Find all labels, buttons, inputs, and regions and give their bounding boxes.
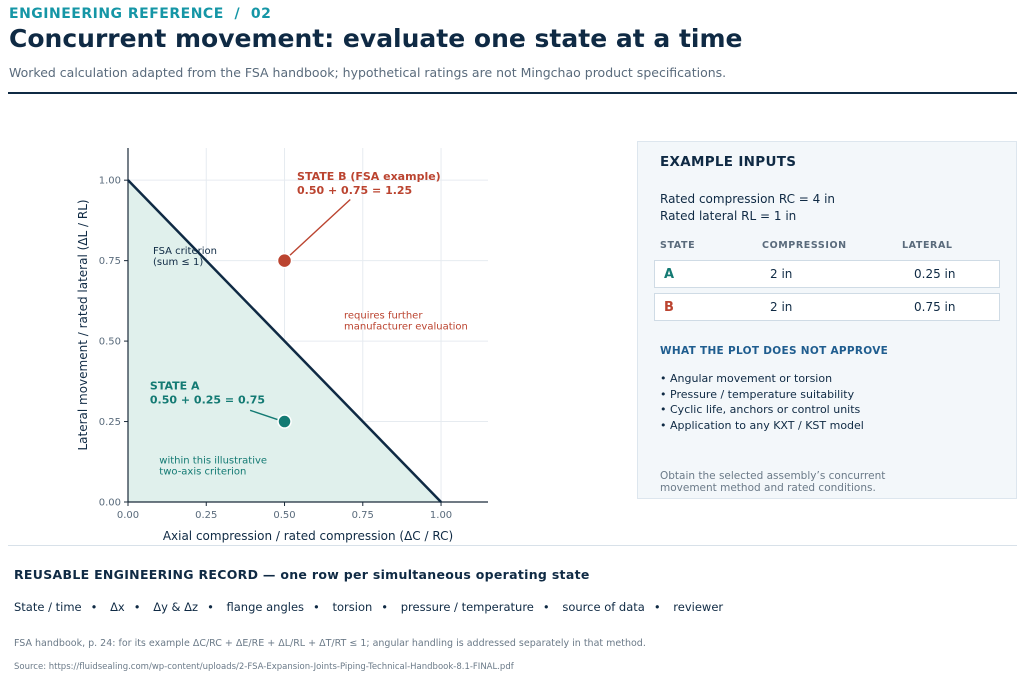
x-tick-label: 0.25 — [195, 510, 217, 521]
section-eyebrow: ENGINEERING REFERENCE / 02 — [9, 6, 272, 22]
header-divider — [8, 92, 1017, 94]
record-heading: REUSABLE ENGINEERING RECORD — one row pe… — [14, 567, 590, 582]
page-title: Concurrent movement: evaluate one state … — [9, 24, 743, 53]
compression-value: 2 in — [770, 267, 793, 281]
x-tick-label: 1.00 — [430, 510, 452, 521]
compression-value: 2 in — [770, 300, 793, 314]
record-field: torsion — [332, 600, 373, 614]
y-tick-label: 0.75 — [99, 256, 121, 267]
criterion-label: FSA criterion (sum ≤ 1) — [153, 246, 217, 268]
state-a-leader — [249, 409, 278, 421]
list-item: Application to any KXT / KST model — [660, 419, 864, 435]
state-b-calc: 0.50 + 0.75 = 1.25 — [297, 184, 412, 197]
state-b-point — [276, 252, 293, 269]
example-inputs-panel: EXAMPLE INPUTS Rated compression RC = 4 … — [637, 141, 1017, 499]
record-field: Δy & Δz — [153, 600, 199, 614]
list-item: Angular movement or torsion — [660, 372, 864, 388]
x-axis-label: Axial compression / rated compression (Δ… — [163, 529, 453, 543]
y-axis-label: Lateral movement / rated lateral (ΔL / R… — [76, 199, 90, 450]
x-tick-label: 0.50 — [273, 510, 295, 521]
within-criterion-label: within this illustrative two-axis criteri… — [159, 455, 267, 477]
panel-title: EXAMPLE INPUTS — [660, 154, 797, 170]
record-field: pressure / temperature — [400, 600, 534, 614]
method-footnote: FSA handbook, p. 24: for its example ΔC/… — [14, 638, 646, 649]
criterion-line — [127, 179, 442, 503]
state-label: A — [664, 267, 675, 282]
list-item: Pressure / temperature suitability — [660, 388, 864, 404]
lateral-value: 0.75 in — [914, 300, 956, 314]
table-header-compression: COMPRESSION — [762, 240, 847, 251]
bullet-separator: • — [381, 600, 389, 614]
table-row-state-a: A 2 in 0.25 in — [654, 260, 1000, 288]
bullet-separator: • — [313, 600, 320, 614]
y-tick-label: 1.00 — [99, 176, 121, 187]
x-tick-label: 0.00 — [117, 510, 139, 521]
bullet-separator: • — [90, 600, 98, 614]
state-b-leader — [289, 198, 351, 257]
lateral-value: 0.25 in — [914, 267, 956, 281]
requires-evaluation-label: requires further manufacturer evaluation — [344, 311, 468, 333]
record-field: reviewer — [673, 600, 724, 614]
table-header-state: STATE — [660, 240, 696, 251]
state-a-point — [277, 414, 292, 429]
table-row-state-b: B 2 in 0.75 in — [654, 293, 1000, 321]
state-b-label: STATE B (FSA example) — [297, 170, 441, 183]
rated-compression: Rated compression RC = 4 in — [660, 192, 836, 206]
page-subtitle: Worked calculation adapted from the FSA … — [9, 65, 727, 80]
bullet-separator: • — [653, 600, 661, 614]
record-field: State / time — [14, 600, 82, 614]
record-divider — [8, 545, 1017, 546]
record-fields: State / time • Δx • Δy & Δz • flange angles… — [14, 600, 723, 614]
y-tick-label: 0.25 — [99, 417, 121, 428]
state-a-calc: 0.50 + 0.25 = 0.75 — [150, 393, 265, 406]
x-tick-label: 0.75 — [352, 510, 374, 521]
table-header-lateral: LATERAL — [902, 240, 953, 251]
list-item: Cyclic life, anchors or control units — [660, 403, 864, 419]
record-field: flange angles — [226, 600, 305, 614]
state-label: B — [664, 300, 674, 315]
panel-footnote: Obtain the selected assembly’s concurren… — [660, 470, 886, 494]
bullet-separator: • — [542, 600, 550, 614]
state-a-label: STATE A — [150, 379, 200, 392]
y-tick-label: 0.00 — [99, 498, 121, 509]
not-approve-list: Angular movement or torsion Pressure / t… — [660, 372, 864, 434]
record-field: source of data — [562, 600, 645, 614]
rated-lateral: Rated lateral RL = 1 in — [660, 209, 797, 223]
source-footnote: Source: https://fluidsealing.com/wp-cont… — [14, 662, 514, 672]
y-tick-label: 0.50 — [99, 337, 121, 348]
concurrent-movement-chart: 0.00 0.25 0.50 0.75 1.00 0.00 0.25 0.50 0.75 1.00… — [76, 148, 488, 543]
bullet-separator: • — [207, 600, 214, 614]
bullet-separator: • — [133, 600, 141, 614]
not-approve-heading: WHAT THE PLOT DOES NOT APPROVE — [660, 345, 889, 357]
record-field: Δx — [110, 600, 125, 614]
